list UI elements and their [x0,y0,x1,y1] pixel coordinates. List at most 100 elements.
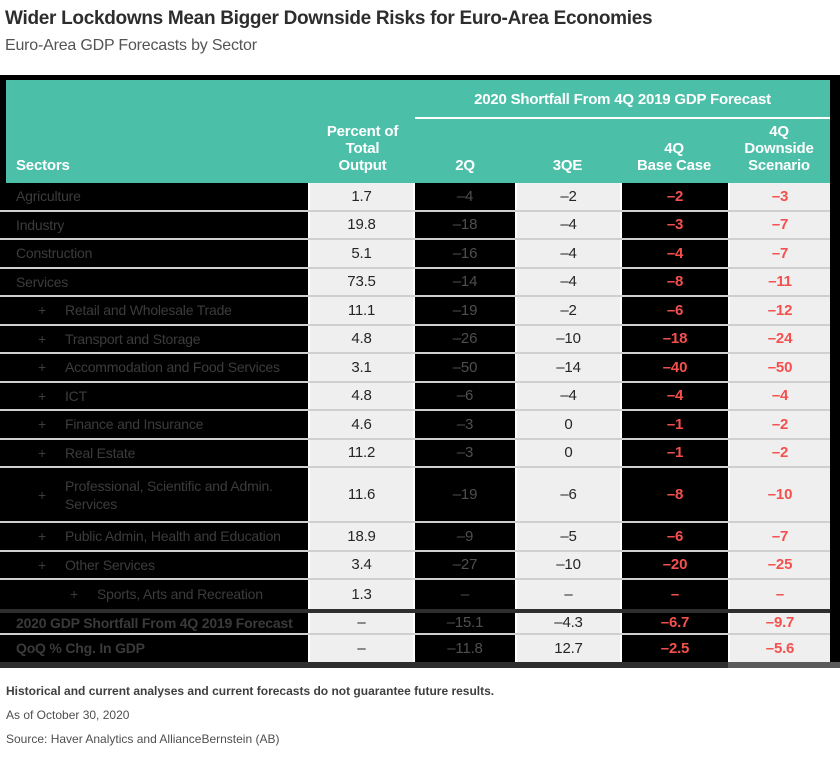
percent-cell: 1.3 [310,580,413,609]
percent-cell: 4.6 [310,411,413,438]
q3e-cell: 0 [517,411,620,438]
q4-downside-cell: –2 [730,411,830,438]
table-row: + ICT 4.8 –6 –4 –4 –4 [0,382,830,411]
plus-marker: + [38,387,46,404]
sector-label: 2020 GDP Shortfall From 4Q 2019 Forecast [16,614,293,631]
percent-cell: 18.9 [310,523,413,550]
q4-base-case-cell: –20 [622,551,728,578]
q3e-cell: –10 [517,325,620,352]
q3e-cell: –6 [517,468,620,521]
table-header: Sectors Percent of Total Output 2020 Sho… [0,80,830,183]
q3e-cell: –2 [517,183,620,210]
chart-title: Wider Lockdowns Mean Bigger Downside Ris… [5,8,653,29]
q3e-cell: –4.3 [517,612,620,633]
q3e-cell: –4 [517,211,620,238]
sector-label-cell: Industry [0,211,308,238]
q4-downside-cell: –10 [730,468,830,521]
q4-downside-cell: –24 [730,325,830,352]
summary-row: QoQ % Chg. In GDP – –11.8 12.7 –2.5 –5.6 [0,635,830,662]
q3e-cell: 0 [517,439,620,466]
q2-cell: –3 [415,439,515,466]
q4-base-case-cell: –6 [622,297,728,324]
col-header-4q-base-case: 4Q Base Case [636,140,712,174]
q2-cell: –4 [415,183,515,210]
q4-base-case-cell: –2.5 [622,635,728,662]
sector-label: ICT [64,387,87,404]
percent-cell: 73.5 [310,268,413,295]
col-group-2020-shortfall: 2020 Shortfall From 4Q 2019 GDP Forecast… [415,80,830,183]
table-row: Services 73.5 –14 –4 –8 –11 [0,268,830,297]
col-group-title: 2020 Shortfall From 4Q 2019 GDP Forecast [474,91,771,108]
table-bottom-border [0,661,840,668]
table-body: Agriculture 1.7 –4 –2 –2 –3 Industry 19.8 –18 –4–… [0,183,830,662]
q3e-cell: –4 [517,382,620,409]
q4-base-case-cell: –18 [622,325,728,352]
q2-cell: –3 [415,411,515,438]
sector-label: Retail and Wholesale Trade [64,302,232,319]
percent-cell: 3.4 [310,551,413,578]
plus-marker: + [38,556,46,573]
sector-label: Sports, Arts and Recreation [96,586,263,603]
q4-downside-cell: –25 [730,551,830,578]
q4-downside-cell: –3 [730,183,830,210]
q4-base-case-cell: –8 [622,268,728,295]
q4-base-case-cell: –1 [622,439,728,466]
q4-base-case-cell: –40 [622,354,728,381]
table-row: + Public Admin, Health and Education 18.9–… [0,523,830,552]
q3e-cell: –2 [517,297,620,324]
sector-label: Other Services [64,556,155,573]
q4-base-case-cell: –6.7 [622,612,728,633]
table-row: + Accommodation and Food Services 3.1 –50 –1… [0,354,830,383]
q4-downside-cell: –11 [730,268,830,295]
percent-cell: 11.1 [310,297,413,324]
q3e-cell: –10 [517,551,620,578]
percent-cell: 19.8 [310,211,413,238]
q3e-cell: –5 [517,523,620,550]
percent-cell: – [310,612,413,633]
q4-base-case-cell: – [622,580,728,609]
q4-downside-cell: –12 [730,297,830,324]
sector-label: Real Estate [64,444,136,461]
q4-downside-cell: –9.7 [730,612,830,633]
summary-row: 2020 GDP Shortfall From 4Q 2019 Forecast… [0,608,830,635]
q3e-cell: 12.7 [517,635,620,662]
table-row: + Transport and Storage 4.8 –26 –10 –18 –24 [0,325,830,354]
q4-base-case-cell: –3 [622,211,728,238]
q4-base-case-cell: –1 [622,411,728,438]
plus-marker: + [38,486,46,503]
q4-base-case-cell: –4 [622,382,728,409]
table-row: + Other Services 3.4 –27 –10 –20 –25 [0,551,830,580]
percent-cell: 5.1 [310,240,413,267]
q4-downside-cell: –7 [730,523,830,550]
q4-downside-cell: –7 [730,240,830,267]
col-header-2q: 2Q [455,157,475,174]
q2-cell: –26 [415,325,515,352]
table-row: + Real Estate 11.2 –3 0 –1 –2 [0,439,830,468]
percent-cell: 11.6 [310,468,413,521]
q3e-cell: –4 [517,268,620,295]
table-row: + Sports, Arts and Recreation 1.3– – – – [0,580,830,609]
sector-label: Accommodation and Food Services [64,359,280,376]
q3e-cell: –14 [517,354,620,381]
as-of-date: As of October 30, 2020 [6,707,130,722]
sector-label-cell: Services [0,268,308,295]
plus-marker: + [38,416,46,433]
q4-base-case-cell: –4 [622,240,728,267]
q4-downside-cell: –5.6 [730,635,830,662]
table-row: + Professional, Scientific and Admin. Ser… [0,468,830,523]
sector-label: QoQ % Chg. In GDP [16,640,145,657]
gdp-forecast-table: Sectors Percent of Total Output 2020 Sho… [0,75,840,668]
col-header-4q-downside-scenario: 4Q Downside Scenario [744,123,814,174]
q2-cell: –19 [415,297,515,324]
sector-label: Finance and Insurance [64,416,204,433]
q4-base-case-cell: –6 [622,523,728,550]
col-header-3qe: 3QE [552,157,583,174]
table-row: Construction 5.1 –16 –4 –4 –7 [0,240,830,269]
plus-marker: + [38,302,46,319]
percent-cell: 4.8 [310,325,413,352]
sector-label-cell: + Accommodation and Food Services [0,354,308,381]
sector-label: Public Admin, Health and Education [64,528,281,545]
percent-cell: 3.1 [310,354,413,381]
col-group-underline [415,117,830,119]
plus-marker: + [70,586,78,603]
